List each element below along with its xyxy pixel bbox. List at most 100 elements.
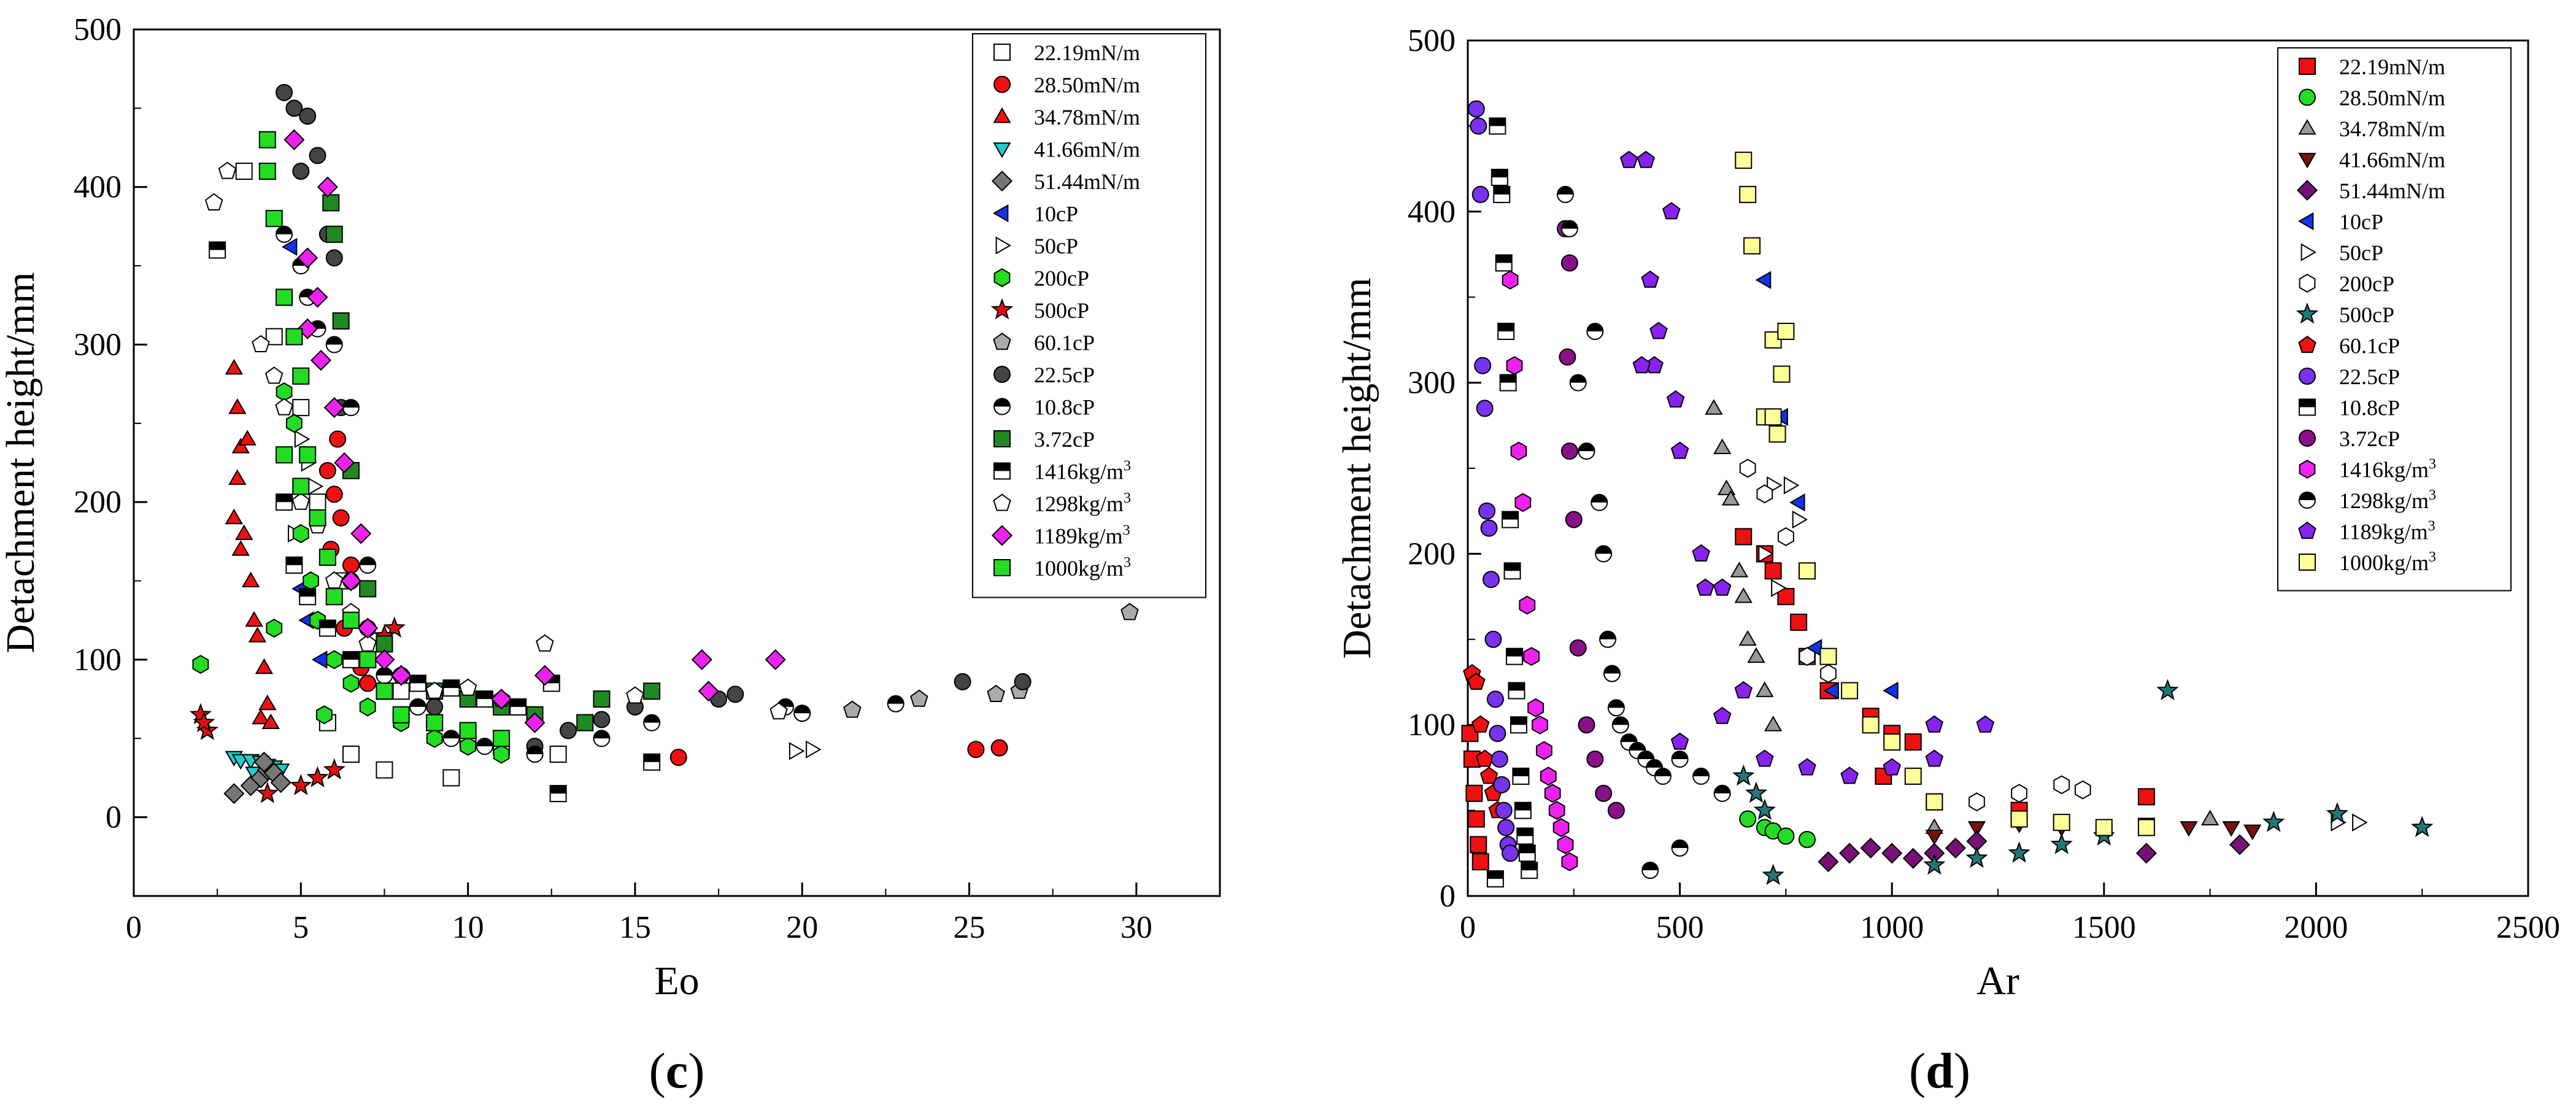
data-point — [643, 753, 661, 771]
data-point — [276, 288, 293, 306]
data-point — [1578, 442, 1595, 460]
data-point — [534, 665, 555, 686]
data-point — [1467, 100, 1485, 118]
legend-box — [2277, 47, 2512, 592]
data-point — [1489, 725, 1506, 743]
legend-label: 200cP — [2339, 272, 2394, 296]
data-point — [2137, 788, 2155, 806]
data-point — [425, 681, 444, 699]
legend-marker — [2299, 398, 2316, 416]
x-tick-label: 30 — [1120, 910, 1152, 945]
data-point — [476, 690, 493, 708]
legend-marker — [991, 170, 1013, 192]
data-point — [1883, 758, 1901, 776]
data-point — [1862, 716, 1880, 734]
data-point — [1560, 442, 1578, 460]
data-point — [265, 210, 283, 228]
data-point — [1519, 595, 1536, 615]
data-point — [1471, 185, 1489, 203]
data-point — [1544, 784, 1561, 803]
y-tick-label: 100 — [74, 643, 121, 678]
data-point — [1518, 844, 1536, 862]
series-0 — [235, 163, 567, 787]
data-point — [1739, 810, 1757, 828]
data-point — [1493, 185, 1511, 203]
data-point — [1506, 647, 1524, 665]
series-13 — [1502, 270, 1578, 871]
data-point — [312, 651, 328, 669]
legend-marker — [993, 142, 1011, 158]
data-point — [967, 741, 985, 759]
data-point — [317, 176, 338, 198]
y-tick-label: 500 — [74, 12, 121, 47]
data-point — [1506, 356, 1523, 376]
legend-marker — [993, 107, 1011, 123]
data-point — [990, 739, 1008, 757]
legend-label: 51.44mN/m — [1034, 169, 1140, 194]
data-point — [342, 673, 360, 693]
data-point — [1559, 348, 1576, 366]
data-point — [459, 722, 477, 739]
data-point — [258, 694, 277, 711]
data-point — [276, 225, 293, 243]
legend-marker — [990, 298, 1014, 320]
x-tick-label: 10 — [452, 910, 484, 945]
data-point — [1619, 150, 1638, 168]
legend-marker — [993, 44, 1011, 61]
data-point — [1671, 750, 1689, 768]
legend-marker — [2299, 492, 2316, 509]
legend-label: 3.72cP — [1034, 427, 1095, 452]
data-point — [1764, 562, 1782, 580]
data-point — [1603, 665, 1621, 682]
data-point — [1756, 749, 1774, 767]
legend-label: 60.1cP — [2339, 334, 2400, 358]
data-point — [1734, 681, 1753, 698]
data-point — [1560, 254, 1578, 272]
legend-marker — [995, 236, 1012, 255]
data-point — [2135, 843, 2157, 864]
data-point — [1747, 647, 1765, 663]
data-point — [1758, 544, 1774, 563]
data-point — [643, 714, 661, 732]
data-point — [276, 382, 293, 401]
data-point — [460, 736, 476, 756]
data-point — [294, 430, 310, 449]
data-point — [1595, 784, 1613, 802]
data-point — [1471, 715, 1490, 733]
series-9 — [843, 603, 1139, 718]
data-point — [549, 745, 567, 763]
data-point — [476, 738, 493, 755]
data-point — [1502, 844, 1519, 862]
data-point — [1671, 839, 1689, 857]
data-point — [1560, 220, 1578, 237]
data-point — [1465, 784, 1483, 802]
data-point — [1586, 750, 1604, 768]
data-points — [189, 83, 1139, 805]
data-point — [1798, 830, 1816, 848]
data-point — [1739, 185, 1757, 203]
data-point — [491, 689, 512, 710]
data-point — [204, 193, 223, 210]
data-point — [1738, 630, 1757, 646]
chart-panel-c: 0 5 10 15 20 25 300100200300400500EoDetachment… — [0, 12, 1221, 1098]
data-point — [843, 700, 862, 718]
legend-marker — [2296, 302, 2319, 324]
data-point — [307, 477, 324, 496]
data-point — [526, 745, 544, 763]
x-tick-label: 1000 — [1860, 910, 1924, 945]
data-point — [285, 556, 303, 574]
data-point — [258, 131, 276, 149]
data-point — [1798, 758, 1816, 776]
data-point — [228, 469, 247, 485]
legend-marker — [2298, 118, 2316, 135]
legend-label: 22.19mN/m — [2339, 55, 2445, 79]
legend-label: 1298kg/m3 — [1034, 490, 1131, 516]
x-axis-label: Eo — [654, 959, 699, 1003]
data-point — [303, 571, 319, 590]
data-point — [1773, 365, 1791, 383]
data-point — [493, 730, 511, 747]
data-point — [299, 107, 317, 125]
data-point — [2008, 841, 2030, 863]
data-point — [342, 611, 360, 629]
data-point — [2180, 821, 2198, 837]
